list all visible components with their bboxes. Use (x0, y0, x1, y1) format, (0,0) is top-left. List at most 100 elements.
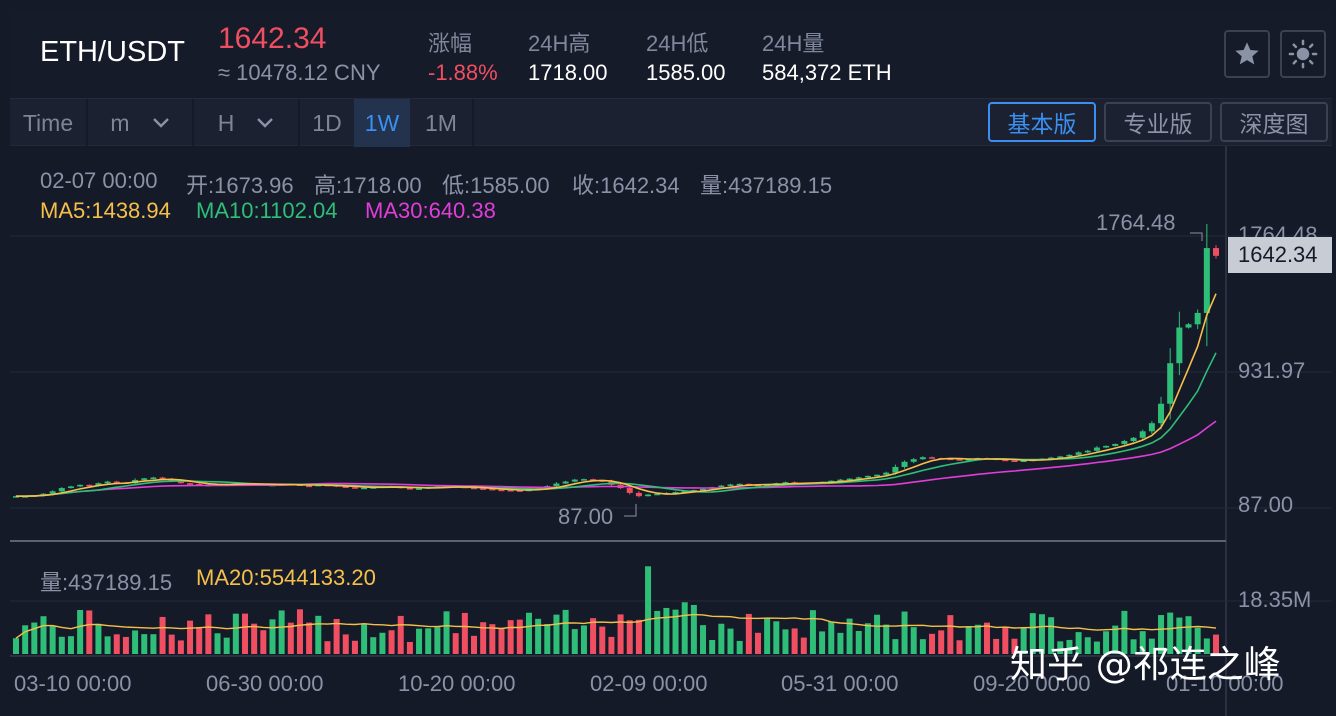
candle-body (947, 458, 954, 461)
volume-bar (938, 630, 945, 654)
volume-bar (397, 615, 404, 654)
volume-bar (901, 611, 908, 654)
date-tick: 09-20 00:00 (973, 671, 1091, 696)
volume-bar (150, 634, 157, 654)
volume-bar (278, 610, 285, 654)
candle-body (342, 486, 349, 488)
candle-body (654, 493, 661, 496)
volume-bar (86, 610, 93, 654)
volume-bar (351, 640, 358, 654)
candle-body (929, 457, 936, 459)
volume-bar (315, 615, 322, 654)
date-tick: 05-31 00:00 (781, 671, 899, 696)
sun-icon (1288, 39, 1318, 69)
volume-bar (580, 625, 587, 654)
volume-bar (1103, 631, 1110, 654)
volume-bar (672, 609, 679, 654)
candle-body (919, 457, 926, 460)
volume-bar (406, 641, 413, 654)
tab-1d[interactable]: 1D (312, 109, 342, 136)
volume-axis-max: 18.35M (1238, 587, 1312, 612)
candle-body (306, 485, 313, 488)
tab-1w[interactable]: 1W (354, 99, 410, 147)
tab-1m[interactable]: 1M (425, 109, 457, 136)
candle-body (580, 479, 587, 481)
ma5-line (16, 293, 1217, 498)
volume-bar (223, 637, 230, 654)
volume-series (13, 566, 1219, 654)
volume-bar (782, 629, 789, 654)
date-tick: 02-09 00:00 (590, 671, 708, 696)
minute-label: m (110, 109, 130, 136)
candle-body (553, 483, 560, 487)
candle-body (645, 494, 652, 497)
volume-bar (965, 626, 972, 654)
high-marker-line (1190, 232, 1203, 241)
candle-body (562, 481, 569, 484)
candle-body (590, 479, 597, 481)
candle-body (883, 472, 890, 475)
volume-bar (49, 625, 56, 654)
volume-bar (1048, 617, 1055, 654)
price-axis-low: 87.00 (1238, 492, 1294, 517)
candle-body (635, 492, 642, 497)
current-price-tag: 1642.34 (1228, 237, 1332, 273)
volume-bar (654, 610, 661, 654)
volume-bar (809, 610, 816, 654)
volume-bar (1011, 638, 1018, 654)
candle-body (1066, 454, 1073, 457)
minute-dropdown[interactable]: m (88, 99, 192, 147)
volume-bar (883, 624, 890, 654)
date-tick: 06-30 00:00 (206, 671, 324, 696)
volume-bar (645, 566, 652, 654)
volume-bar (553, 614, 560, 654)
tab-time[interactable]: Time (22, 109, 74, 136)
candle-body (86, 484, 93, 487)
candle-body (67, 486, 74, 489)
theme-toggle-button[interactable] (1280, 30, 1326, 78)
date-tick: 03-10 00:00 (14, 671, 132, 696)
view-pro-button[interactable]: 专业版 (1104, 102, 1212, 142)
stat-label-volume: 24H量 (762, 31, 825, 56)
volume-bar (855, 630, 862, 654)
volume-bar (535, 618, 542, 654)
volume-bar (113, 634, 120, 654)
volume-bar (1066, 639, 1073, 654)
view-basic-button[interactable]: 基本版 (988, 102, 1096, 142)
candle-body (910, 459, 917, 462)
candle-body (846, 478, 853, 481)
volume-bar (480, 622, 487, 654)
toolbar-divider (298, 99, 300, 147)
volume-bar (837, 632, 844, 654)
candle-body (1084, 450, 1091, 453)
volume-bar (141, 634, 148, 654)
volume-bar (1075, 632, 1082, 654)
ticker-header: ETH/USDT 1642.34 ≈ 10478.12 CNY 涨幅 -1.88… (10, 10, 1332, 98)
candle-body (864, 475, 871, 478)
stat-value-high: 1718.00 (528, 60, 608, 85)
favorite-button[interactable] (1224, 30, 1270, 78)
candle-body (49, 491, 56, 494)
volume-bar (232, 613, 239, 654)
candle-body (892, 466, 899, 473)
volume-bar (31, 622, 38, 654)
kline-chart[interactable]: 02-07 00:00 开:1673.96 高:1718.00 低:1585.0… (10, 146, 1332, 716)
hour-dropdown[interactable]: H (194, 99, 298, 147)
candle-body (1093, 447, 1100, 451)
volume-bar (242, 613, 249, 654)
volume-bar (306, 622, 313, 654)
volume-bar (287, 622, 294, 654)
view-depth-button[interactable]: 深度图 (1220, 102, 1328, 142)
ma10-line (16, 352, 1217, 498)
candle-body (159, 477, 166, 480)
volume-bar (892, 639, 899, 654)
candle-body (1020, 460, 1027, 462)
volume-bar (296, 609, 303, 654)
toolbar-divider (86, 99, 88, 147)
volume-label: 量:437189.15 (40, 570, 173, 595)
candle-body (471, 487, 478, 490)
candle-body (168, 479, 175, 482)
volume-bar (929, 633, 936, 654)
price-axis-mid: 931.97 (1238, 358, 1306, 383)
volume-bar (1185, 616, 1192, 654)
